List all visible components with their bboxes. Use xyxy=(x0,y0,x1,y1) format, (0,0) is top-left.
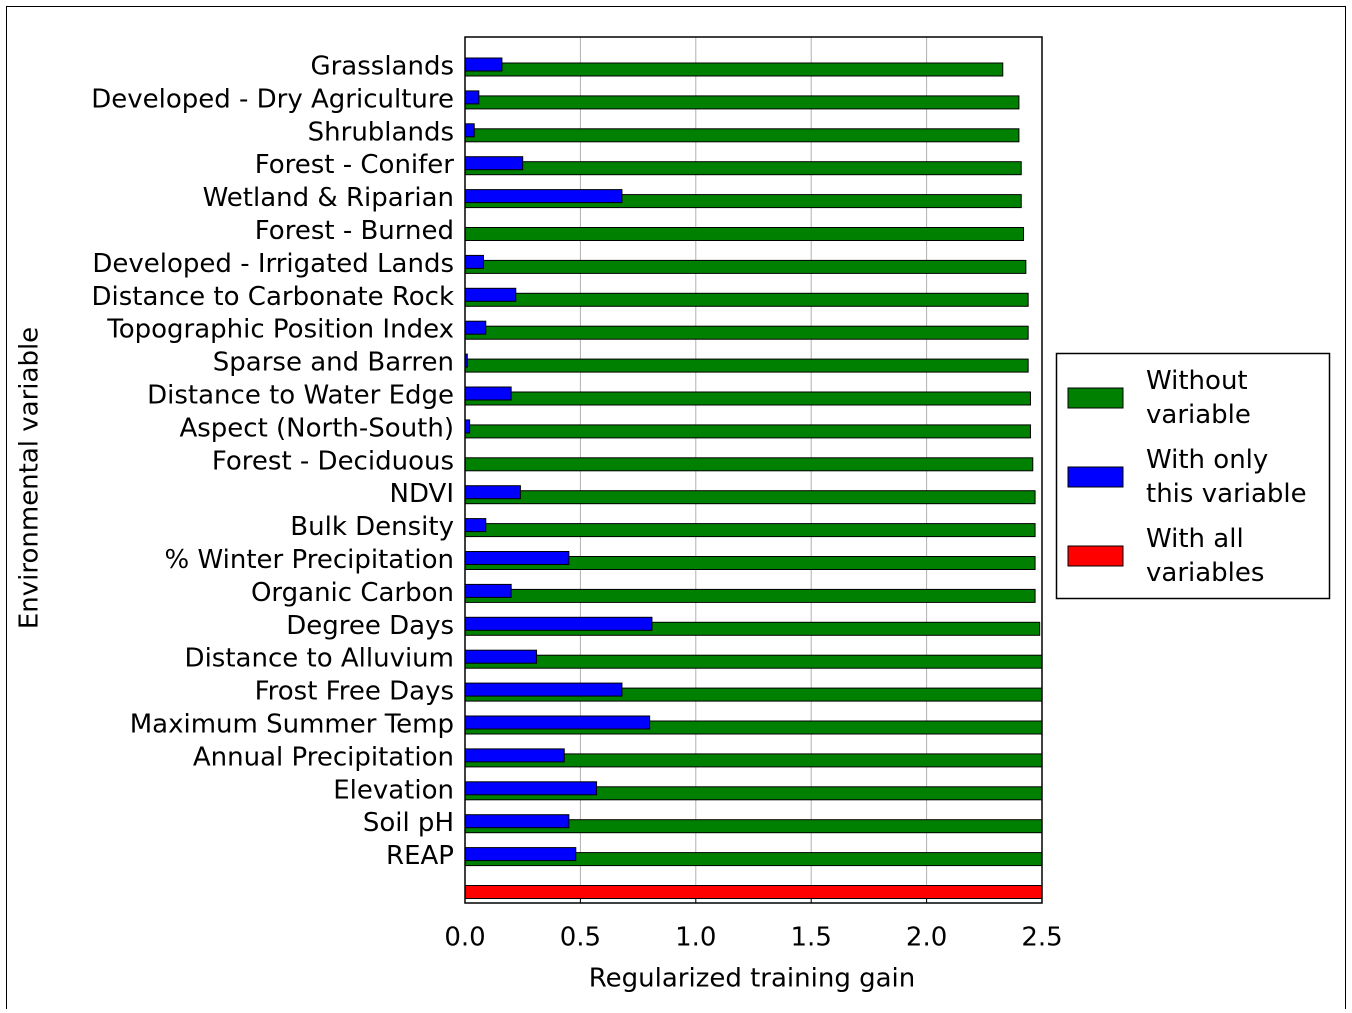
y-tick-label: Distance to Water Edge xyxy=(147,381,454,411)
bar xyxy=(464,156,524,171)
bar xyxy=(464,551,570,565)
legend-swatch xyxy=(1067,545,1124,567)
bar xyxy=(464,485,521,500)
bar xyxy=(464,682,623,697)
bar xyxy=(464,320,487,335)
bar xyxy=(464,254,484,269)
legend-swatch xyxy=(1067,387,1124,409)
y-tick-label: Grasslands xyxy=(310,52,454,82)
y-tick-label: Topographic Position Index xyxy=(106,315,454,345)
legend-label: With all variables xyxy=(1146,524,1264,588)
bar xyxy=(464,748,565,763)
x-tick-label: 0.5 xyxy=(560,923,601,953)
bar xyxy=(464,588,1036,603)
bar xyxy=(464,189,623,204)
legend-swatch xyxy=(1067,466,1124,488)
y-tick-label: Degree Days xyxy=(286,611,454,641)
y-tick-label: Maximum Summer Temp xyxy=(130,710,454,740)
x-tick-label: 0.0 xyxy=(444,923,485,953)
y-tick-label: Distance to Alluvium xyxy=(185,644,454,674)
y-tick-label: Frost Free Days xyxy=(255,677,454,707)
legend-label: Without variable xyxy=(1146,366,1251,430)
bar xyxy=(464,161,1022,176)
bar xyxy=(464,128,1020,143)
bar xyxy=(464,259,1027,274)
y-tick-label: Developed - Dry Agriculture xyxy=(91,84,454,114)
bar xyxy=(464,57,503,72)
figure-border xyxy=(6,6,1346,1013)
y-tick-label: Sparse and Barren xyxy=(213,348,454,378)
bar xyxy=(464,227,1025,241)
x-tick-label: 2.5 xyxy=(1021,923,1062,953)
bar xyxy=(464,292,1029,307)
bar xyxy=(464,490,1036,505)
bar xyxy=(464,391,1031,406)
bar xyxy=(464,523,1036,538)
y-tick-label: Shrublands xyxy=(308,117,454,147)
x-tick-label: 2.0 xyxy=(906,923,947,953)
bar xyxy=(464,62,1004,77)
bar xyxy=(464,90,480,105)
legend-label: With only this variable xyxy=(1146,445,1307,509)
bar xyxy=(464,847,577,862)
y-tick-label: Wetland & Riparian xyxy=(203,183,454,213)
bar xyxy=(464,885,1043,899)
y-tick-label: Developed - Irrigated Lands xyxy=(92,249,454,279)
bar xyxy=(464,654,1043,669)
bar xyxy=(464,814,570,829)
bar xyxy=(464,325,1029,340)
bar xyxy=(464,649,538,664)
bar xyxy=(464,424,1031,439)
bar xyxy=(464,457,1034,472)
bar xyxy=(464,616,653,631)
y-tick-label: NDVI xyxy=(390,479,454,509)
y-tick-label: Distance to Carbonate Rock xyxy=(91,282,454,312)
y-tick-label: Organic Carbon xyxy=(251,578,454,608)
bar xyxy=(464,715,651,730)
x-tick-label: 1.5 xyxy=(791,923,832,953)
x-axis-label: Regularized training gain xyxy=(589,964,916,994)
y-axis-label: Environmental variable xyxy=(15,327,45,629)
y-tick-label: Forest - Conifer xyxy=(255,150,455,180)
bar xyxy=(464,95,1020,110)
y-tick-label: Aspect (North-South) xyxy=(179,413,454,443)
y-tick-label: Forest - Deciduous xyxy=(212,446,454,476)
y-tick-label: Elevation xyxy=(333,775,454,805)
bar xyxy=(464,287,517,302)
y-tick-label: Forest - Burned xyxy=(255,216,454,246)
y-tick-label: % Winter Precipitation xyxy=(165,545,454,575)
bar xyxy=(464,781,598,796)
bar xyxy=(464,358,1029,373)
bar xyxy=(464,123,475,138)
bar xyxy=(464,386,512,401)
bar xyxy=(464,583,512,598)
x-tick-label: 1.0 xyxy=(675,923,716,953)
y-tick-label: Soil pH xyxy=(363,808,454,838)
y-tick-label: Annual Precipitation xyxy=(193,742,454,772)
y-tick-label: Bulk Density xyxy=(290,512,454,542)
bar xyxy=(464,518,487,533)
y-tick-label: REAP xyxy=(386,841,454,871)
plot-frame xyxy=(464,36,1043,904)
